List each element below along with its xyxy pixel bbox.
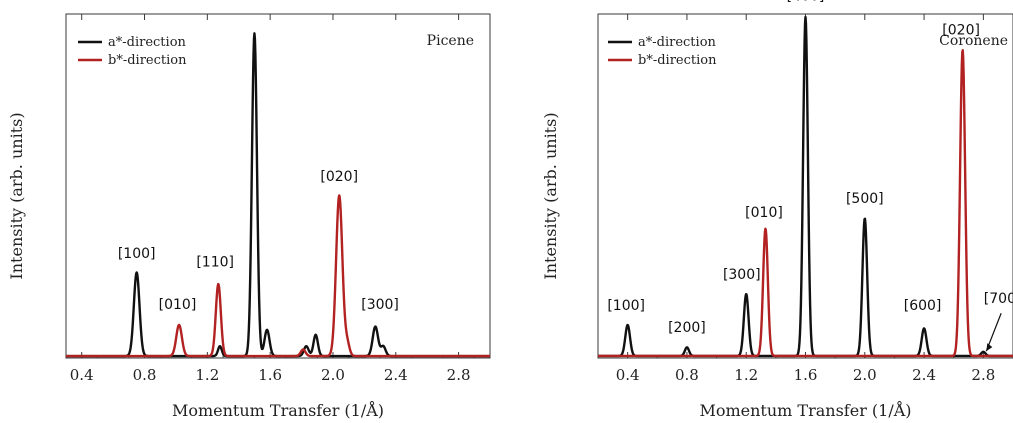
series-line-b-star — [65, 194, 491, 358]
y-axis-title: Intensity (arb. units) — [7, 112, 26, 279]
y-axis-title: Intensity (arb. units) — [541, 112, 560, 279]
x-tick-label: 0.4 — [616, 366, 640, 384]
x-axis-title: Momentum Transfer (1/Å) — [172, 400, 384, 420]
peak-label: [300] — [723, 267, 761, 283]
x-tick-label: 0.8 — [675, 366, 699, 384]
peak-label: [020] — [942, 23, 980, 39]
x-tick-label: 1.2 — [734, 366, 758, 384]
arrow-head — [986, 343, 993, 352]
panel-title: Picene — [427, 33, 474, 49]
x-tick-label: 2.0 — [853, 366, 877, 384]
peak-label: [400] — [787, 0, 825, 4]
x-tick-label: 0.8 — [133, 366, 157, 384]
series-line-b-star — [597, 48, 1013, 358]
peak-label: [010] — [745, 205, 783, 221]
peak-label: [110] — [196, 254, 234, 270]
peak-label: [020] — [320, 169, 358, 185]
panel-title: Coronene — [939, 33, 1008, 49]
x-tick-label: 2.8 — [971, 366, 995, 384]
picene-panel: 0.4 0.8 1.2 1.6 2.0 2.4 2.8 Momentum Transfer (… — [7, 13, 491, 420]
legend-label: a*-direction — [108, 35, 187, 50]
legend-label: b*-direction — [638, 53, 717, 68]
x-tick-label: 0.4 — [70, 366, 94, 384]
series-line-a-star — [65, 32, 491, 358]
peak-label: [200] — [668, 320, 706, 336]
plot-frame — [65, 13, 491, 359]
x-tick-label: 2.4 — [912, 366, 936, 384]
peak-label: [300] — [361, 297, 399, 313]
peak-label: [010] — [159, 297, 197, 313]
peak-label: [600] — [904, 298, 942, 314]
peak-label: [100] — [607, 298, 645, 314]
peak-label: [100] — [118, 246, 156, 262]
peak-label: [700] — [984, 291, 1013, 307]
x-tick-label: 1.6 — [794, 366, 818, 384]
peak-label: [500] — [846, 191, 884, 207]
x-tick-label: 2.8 — [447, 366, 471, 384]
x-tick-label: 2.4 — [384, 366, 408, 384]
x-axis-title: Momentum Transfer (1/Å) — [699, 400, 911, 420]
legend-label: b*-direction — [108, 53, 187, 68]
x-tick-label: 2.0 — [321, 366, 345, 384]
x-tick-label: 1.2 — [195, 366, 219, 384]
legend-label: a*-direction — [638, 35, 717, 50]
x-tick-label: 1.6 — [258, 366, 282, 384]
coronene-panel: 0.4 0.8 1.2 1.6 2.0 2.4 2.8 Momentum Transfer (… — [541, 0, 1013, 420]
